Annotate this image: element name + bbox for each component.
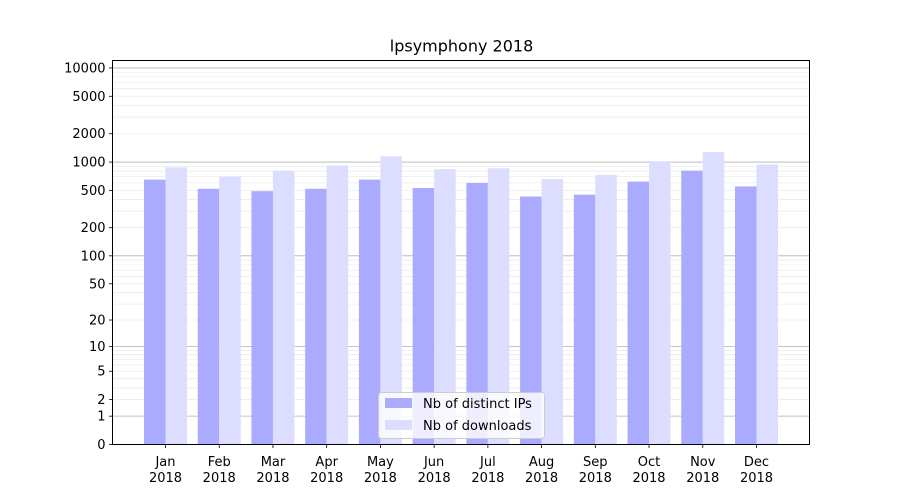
- x-tick-label-year: 2018: [471, 471, 504, 486]
- legend-swatch-distinct-ips: [385, 398, 412, 408]
- bars: [144, 151, 778, 445]
- plot-area-frame: [112, 60, 810, 445]
- x-tick-label-month: Feb: [208, 455, 231, 470]
- bar-distinct-ips: [573, 194, 596, 445]
- bar-downloads: [541, 179, 564, 445]
- bar-downloads: [487, 168, 510, 445]
- bar-distinct-ips: [627, 181, 650, 445]
- y-axis-ticks: 0 1 2 5 10 20 50 100 200 500 1000 2000 5000 10000: [64, 61, 113, 453]
- x-tick-label-year: 2018: [740, 471, 773, 486]
- y-tick-label: 1000: [72, 156, 105, 171]
- legend-label-distinct-ips: Nb of distinct IPs: [423, 397, 532, 412]
- bar-downloads: [272, 170, 295, 445]
- x-tick-label-year: 2018: [632, 471, 665, 486]
- y-tick-label: 10000: [64, 61, 105, 76]
- x-tick-label-month: Dec: [744, 455, 769, 470]
- bar-distinct-ips: [681, 170, 703, 445]
- bar-distinct-ips: [520, 196, 542, 445]
- x-tick-label-month: Jan: [154, 455, 175, 470]
- bar-downloads: [326, 165, 349, 445]
- bar-downloads: [434, 169, 456, 445]
- x-tick-label-year: 2018: [686, 471, 719, 486]
- legend-swatch-downloads: [385, 420, 412, 430]
- x-tick-label-year: 2018: [525, 471, 558, 486]
- x-tick-label-year: 2018: [364, 471, 397, 486]
- y-tick-label: 5: [97, 365, 105, 380]
- y-tick-label: 2: [97, 393, 105, 408]
- y-tick-label: 500: [81, 184, 106, 199]
- bar-downloads: [219, 176, 241, 445]
- y-tick-label: 100: [81, 249, 106, 264]
- legend: Nb of distinct IPs Nb of downloads: [378, 392, 545, 439]
- x-tick-label-year: 2018: [203, 471, 236, 486]
- y-tick-label: 10: [89, 340, 106, 355]
- bar-distinct-ips: [412, 187, 435, 445]
- x-tick-label-month: Jun: [423, 455, 444, 470]
- y-tick-label: 20: [89, 314, 106, 329]
- x-tick-label-month: Mar: [261, 455, 286, 470]
- bar-distinct-ips: [251, 191, 273, 445]
- bar-downloads: [595, 174, 617, 445]
- bar-distinct-ips: [735, 186, 757, 445]
- bar-distinct-ips: [305, 188, 327, 445]
- x-tick-label-month: Apr: [315, 455, 338, 470]
- y-tick-label: 2000: [72, 127, 105, 142]
- bar-distinct-ips: [144, 179, 166, 445]
- x-tick-label-month: Oct: [638, 455, 660, 470]
- bar-downloads: [756, 164, 778, 445]
- x-tick-label-year: 2018: [310, 471, 343, 486]
- x-tick-label-month: Jul: [479, 455, 496, 470]
- x-tick-label-year: 2018: [579, 471, 612, 486]
- legend-label-downloads: Nb of downloads: [423, 419, 532, 434]
- bar-downloads: [380, 156, 402, 445]
- y-tick-label: 200: [81, 221, 106, 236]
- bar-distinct-ips: [466, 182, 488, 445]
- x-tick-label-month: Nov: [690, 455, 716, 470]
- x-tick-label-month: May: [367, 455, 394, 470]
- bar-downloads: [649, 161, 671, 445]
- bar-downloads: [702, 151, 725, 445]
- legend-box: [378, 392, 545, 439]
- bar-distinct-ips: [358, 179, 381, 445]
- bar-downloads: [165, 167, 187, 445]
- x-tick-label-year: 2018: [149, 471, 182, 486]
- y-tick-label: 1: [97, 410, 105, 425]
- x-tick-label-year: 2018: [256, 471, 289, 486]
- y-tick-label: 50: [89, 277, 106, 292]
- x-tick-label-month: Aug: [529, 455, 554, 470]
- chart-title: lpsymphony 2018: [390, 37, 534, 56]
- bar-distinct-ips: [197, 188, 220, 445]
- y-tick-label: 0: [97, 438, 105, 453]
- x-axis-ticks: Jan2018Feb2018Mar2018Apr2018May2018Jun20…: [149, 444, 773, 486]
- x-tick-label-year: 2018: [418, 471, 451, 486]
- x-tick-label-month: Sep: [583, 455, 608, 470]
- y-tick-label: 5000: [72, 90, 105, 105]
